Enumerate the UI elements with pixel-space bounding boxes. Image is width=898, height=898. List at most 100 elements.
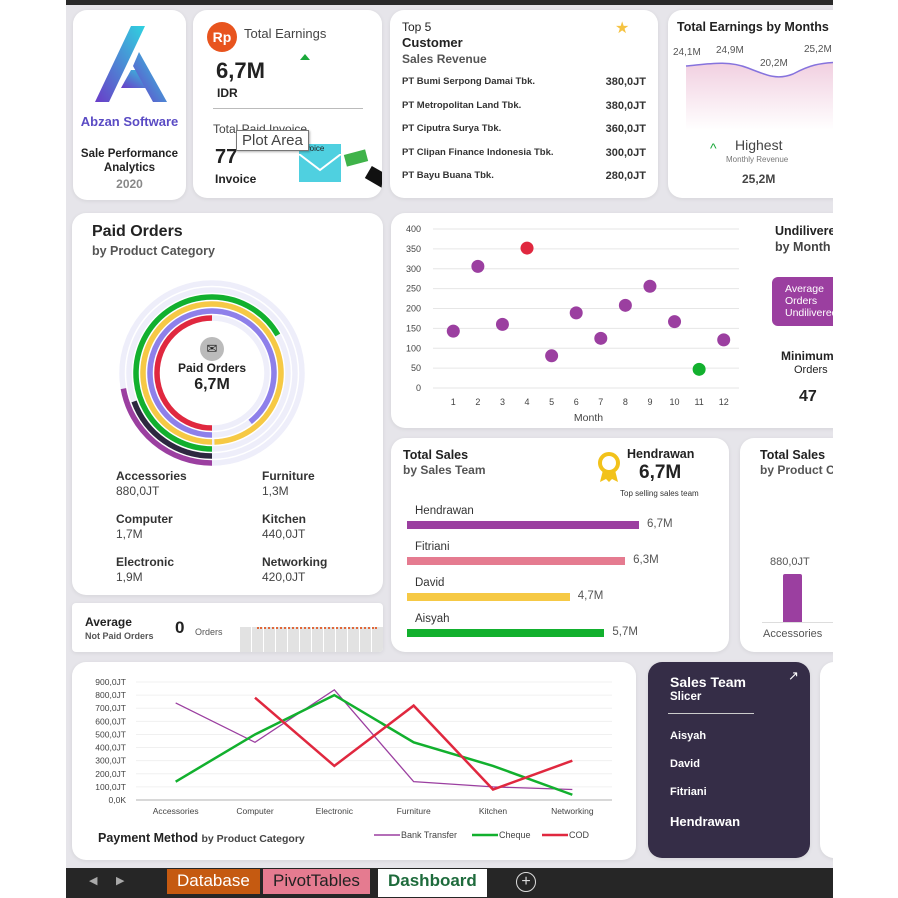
hand-icon: [364, 165, 382, 189]
company-name: Abzan Software: [80, 114, 179, 129]
x-tick-label: Computer: [236, 806, 273, 816]
y-tick-label: 300: [406, 264, 421, 274]
abzan-logo-icon: [95, 26, 167, 102]
paid-orders-subtitle: by Product Category: [92, 244, 215, 258]
earnings-value: 6,7M: [216, 58, 265, 83]
logo-card: Abzan Software Sale Performance Analytic…: [73, 10, 186, 200]
top-seller-name: Hendrawan: [627, 447, 695, 461]
badge-line: Average: [785, 283, 824, 295]
paid-orders-title: Paid Orders: [92, 223, 183, 240]
slicer-divider: [668, 713, 754, 714]
category-value: 420,0JT: [262, 570, 306, 584]
radial-bar: [140, 301, 284, 445]
slicer-item[interactable]: Aisyah: [670, 730, 707, 742]
top5-customer-card: Top 5 Customer Sales Revenue ★ PT Bumi S…: [390, 10, 658, 198]
category-value: 1,7M: [116, 527, 143, 541]
undelivered-subtitle: by Month: [775, 240, 831, 254]
series-line-bank-transfer: [175, 689, 573, 791]
payment-title-text: Payment Method: [98, 831, 199, 845]
team-bar-label: 6,3M: [633, 554, 659, 566]
category-value: 440,0JT: [262, 527, 306, 541]
radial-bar-chart: [119, 280, 305, 466]
x-tick-label: 7: [598, 397, 603, 407]
slicer-item[interactable]: David: [670, 758, 700, 770]
area-fill: [686, 62, 833, 130]
team-member-name: Fitriani: [415, 541, 450, 553]
center-value: 6,7M: [194, 376, 230, 393]
divider: [213, 108, 363, 109]
average-undelivered-badge: Average Orders Undilivered: [772, 277, 833, 326]
x-tick-label: Kitchen: [479, 806, 508, 816]
scatter-point: [495, 317, 509, 331]
radial-bar: [131, 400, 213, 459]
team-bar: [407, 557, 626, 565]
radial-bar: [120, 388, 213, 466]
sheet-tab-bar: ◀ ▶ Database PivotTables Dashboard +: [66, 868, 833, 898]
chevron-up-icon: ^: [710, 140, 717, 156]
category-name: Kitchen: [262, 512, 307, 526]
top5-subtitle: Sales Revenue: [402, 52, 487, 66]
y-tick-label: 350: [406, 244, 421, 254]
category-name: Networking: [262, 555, 328, 569]
add-sheet-icon[interactable]: +: [516, 872, 536, 892]
avg-subtitle: Not Paid Orders: [85, 631, 154, 641]
axis-line: [762, 622, 833, 623]
y-tick-label: 0: [416, 383, 421, 393]
min-value: 47: [799, 388, 817, 405]
tab-dashboard[interactable]: Dashboard: [378, 869, 487, 897]
slicer-item[interactable]: Hendrawan: [670, 814, 741, 829]
scatter-point: [717, 333, 731, 347]
month-label: 20,2M: [760, 58, 788, 69]
envelope-flap: [299, 154, 341, 172]
series-line-cheque: [175, 693, 573, 796]
area-line: [685, 61, 833, 78]
x-tick-label: 12: [719, 397, 729, 407]
year: 2020: [116, 177, 143, 191]
team-bar: [407, 521, 639, 529]
tab-scroll-left-icon[interactable]: ◀: [89, 875, 98, 887]
customer-name: PT Metropolitan Land Tbk.: [402, 99, 522, 111]
cash-icon: [343, 149, 369, 167]
category-name: Accessories: [116, 469, 187, 483]
tab-database[interactable]: Database: [167, 869, 260, 894]
up-arrow-icon: [300, 54, 310, 60]
payment-method-card: 0,0K 100,0JT 200,0JT 300,0JT 400,0JT 500,0JT 6…: [72, 662, 636, 860]
badge-line: Undilivered: [785, 307, 833, 319]
slicer-subtitle: Slicer: [670, 691, 702, 703]
category-value: 880,0JT: [116, 484, 160, 498]
y-tick-label: 250: [406, 284, 421, 294]
tab-scroll-right-icon[interactable]: ▶: [116, 875, 125, 887]
envelope-label: Invoice: [299, 144, 325, 153]
expand-arrow-icon[interactable]: ↗: [788, 668, 799, 683]
team-bar: [407, 629, 605, 637]
customer-name: PT Clipan Finance Indonesia Tbk.: [402, 146, 554, 158]
sales-product-card: Total Sales by Product Category 880,0JT …: [740, 438, 833, 652]
y-tick-label: 500,0JT: [95, 729, 126, 739]
y-tick-label: 200: [406, 304, 421, 314]
plot-area-tooltip: Plot Area: [236, 130, 309, 151]
slicer-item[interactable]: Fitriani: [670, 786, 707, 798]
y-tick-label: 100,0JT: [95, 782, 126, 792]
paid-orders-card: Paid Orders by Product Category ✉ Paid O…: [72, 213, 383, 595]
x-tick-label: Networking: [551, 806, 594, 816]
y-tick-label: 300,0JT: [95, 756, 126, 766]
team-member-name: Hendrawan: [415, 505, 474, 517]
series-line-cod: [254, 696, 573, 791]
team-bar-label: 6,7M: [647, 518, 673, 530]
tab-pivottables[interactable]: PivotTables: [263, 869, 370, 894]
y-tick-label: 200,0JT: [95, 769, 126, 779]
scatter-point: [594, 331, 608, 345]
earnings-unit: IDR: [217, 86, 238, 100]
month-label: 24,9M: [716, 45, 744, 56]
payment-line-chart: 0,0K 100,0JT 200,0JT 300,0JT 400,0JT 500,0JT 6…: [95, 677, 612, 840]
monthly-title: Total Earnings by Months: [677, 20, 829, 34]
scatter-point: [643, 279, 657, 293]
sales-team-subtitle: by Sales Team: [403, 463, 486, 477]
x-tick-label: 1: [451, 397, 456, 407]
legend-label: COD: [569, 830, 590, 840]
badge-line: Orders: [785, 295, 818, 307]
scatter-point: [520, 241, 534, 255]
team-member-name: David: [415, 577, 445, 589]
avg-title: Average: [85, 615, 132, 629]
x-tick-label: 5: [549, 397, 554, 407]
